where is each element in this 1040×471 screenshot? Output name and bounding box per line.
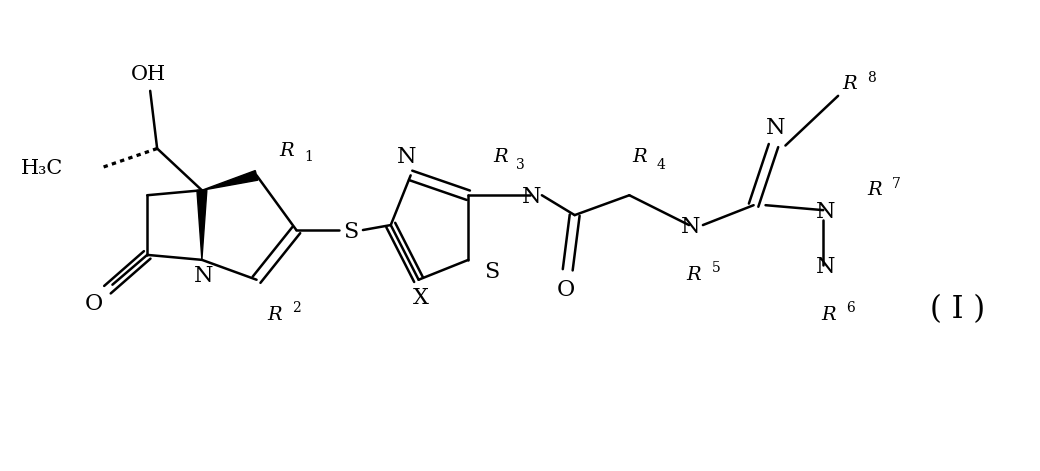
Text: S: S: [343, 221, 359, 243]
Text: N: N: [681, 216, 701, 238]
Text: N: N: [815, 256, 835, 278]
Text: N: N: [522, 186, 542, 208]
Text: R: R: [867, 181, 882, 199]
Text: X: X: [413, 287, 428, 309]
Text: N: N: [765, 117, 785, 138]
Text: 1: 1: [304, 150, 313, 164]
Text: ( I ): ( I ): [930, 294, 985, 325]
Text: 5: 5: [711, 261, 721, 275]
Text: 6: 6: [846, 300, 855, 315]
Text: R: R: [632, 148, 647, 166]
Text: O: O: [84, 292, 103, 315]
Text: R: R: [842, 75, 857, 93]
Text: OH: OH: [131, 65, 165, 84]
Polygon shape: [202, 171, 258, 190]
Text: 7: 7: [892, 177, 902, 191]
Text: R: R: [267, 306, 282, 324]
Text: 8: 8: [867, 71, 877, 85]
Text: R: R: [821, 306, 835, 324]
Text: 3: 3: [516, 158, 524, 172]
Text: N: N: [815, 201, 835, 223]
Text: S: S: [485, 261, 499, 283]
Text: R: R: [686, 266, 701, 284]
Text: O: O: [556, 279, 575, 300]
Text: R: R: [279, 141, 293, 160]
Text: N: N: [194, 265, 213, 287]
Text: R: R: [493, 148, 508, 166]
Text: 4: 4: [656, 158, 666, 172]
Text: H₃C: H₃C: [21, 159, 62, 178]
Polygon shape: [197, 190, 207, 260]
Text: N: N: [397, 146, 416, 169]
Text: 2: 2: [292, 300, 301, 315]
